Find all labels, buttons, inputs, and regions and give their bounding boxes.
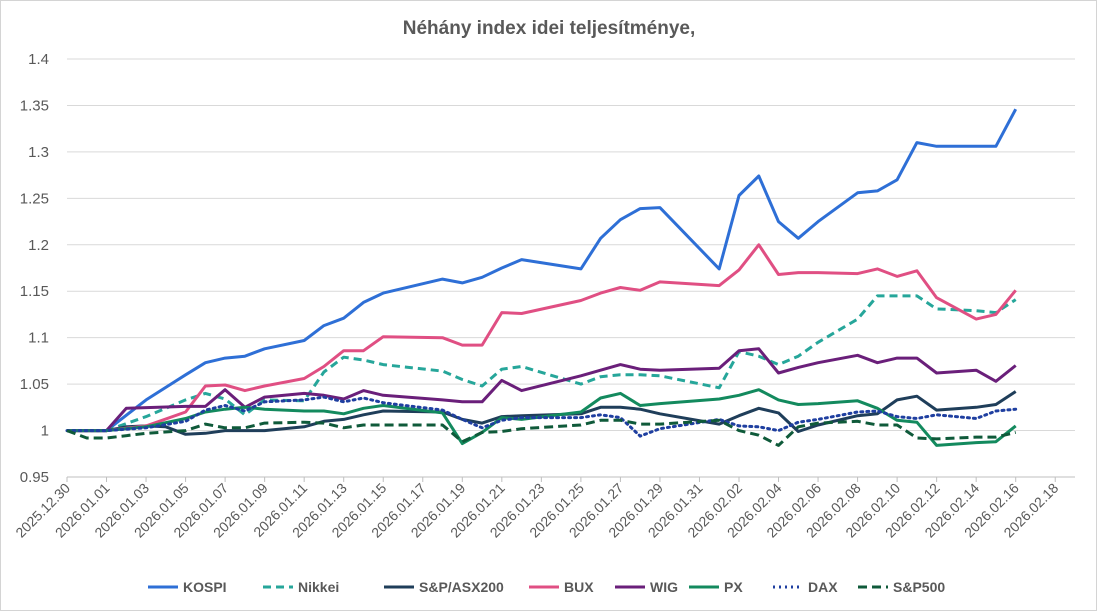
x-axis-ticks: 2025.12.302026.01.012026.01.032026.01.05… [12, 480, 1061, 541]
series-line-kospi [67, 108, 1018, 433]
series-line-nikkei [67, 294, 1017, 433]
x-axis-tick-marks [66, 477, 1056, 482]
legend-label: BUX [564, 579, 594, 595]
series-line-s-p-asx200 [67, 390, 1017, 436]
y-tick-label: 1.05 [20, 376, 49, 393]
legend: KOSPI Nikkei S&P/ASX200 BUX WIG PX DAX S&P500 [148, 579, 945, 595]
y-tick-label: 1.2 [28, 237, 49, 254]
legend-label: DAX [808, 579, 838, 595]
y-tick-label: 1.1 [28, 330, 49, 347]
series-line-px [67, 388, 1017, 447]
legend-label: WIG [650, 579, 678, 595]
series-line-dax [65, 395, 1018, 438]
series-line-bux [67, 243, 1017, 433]
y-tick-label: 0.95 [20, 469, 49, 486]
legend-label: KOSPI [183, 579, 227, 595]
series-lines [65, 108, 1018, 447]
y-axis-ticks: 0.95 1 1.05 1.1 1.15 1.2 1.25 1.3 1.35 1.4 [20, 51, 49, 486]
y-tick-label: 1.3 [28, 144, 49, 161]
legend-label: Nikkei [298, 579, 339, 595]
chart-title: Néhány index idei teljesítménye, [403, 18, 696, 39]
y-tick-label: 1 [41, 423, 49, 440]
series-line-s-p500 [66, 418, 1017, 447]
legend-label: S&P500 [893, 579, 945, 595]
y-tick-label: 1.4 [28, 51, 49, 68]
legend-label: S&P/ASX200 [419, 579, 504, 595]
legend-label: PX [724, 579, 743, 595]
y-tick-label: 1.15 [20, 283, 49, 300]
y-tick-label: 1.35 [20, 97, 49, 114]
y-tick-label: 1.25 [20, 190, 49, 207]
